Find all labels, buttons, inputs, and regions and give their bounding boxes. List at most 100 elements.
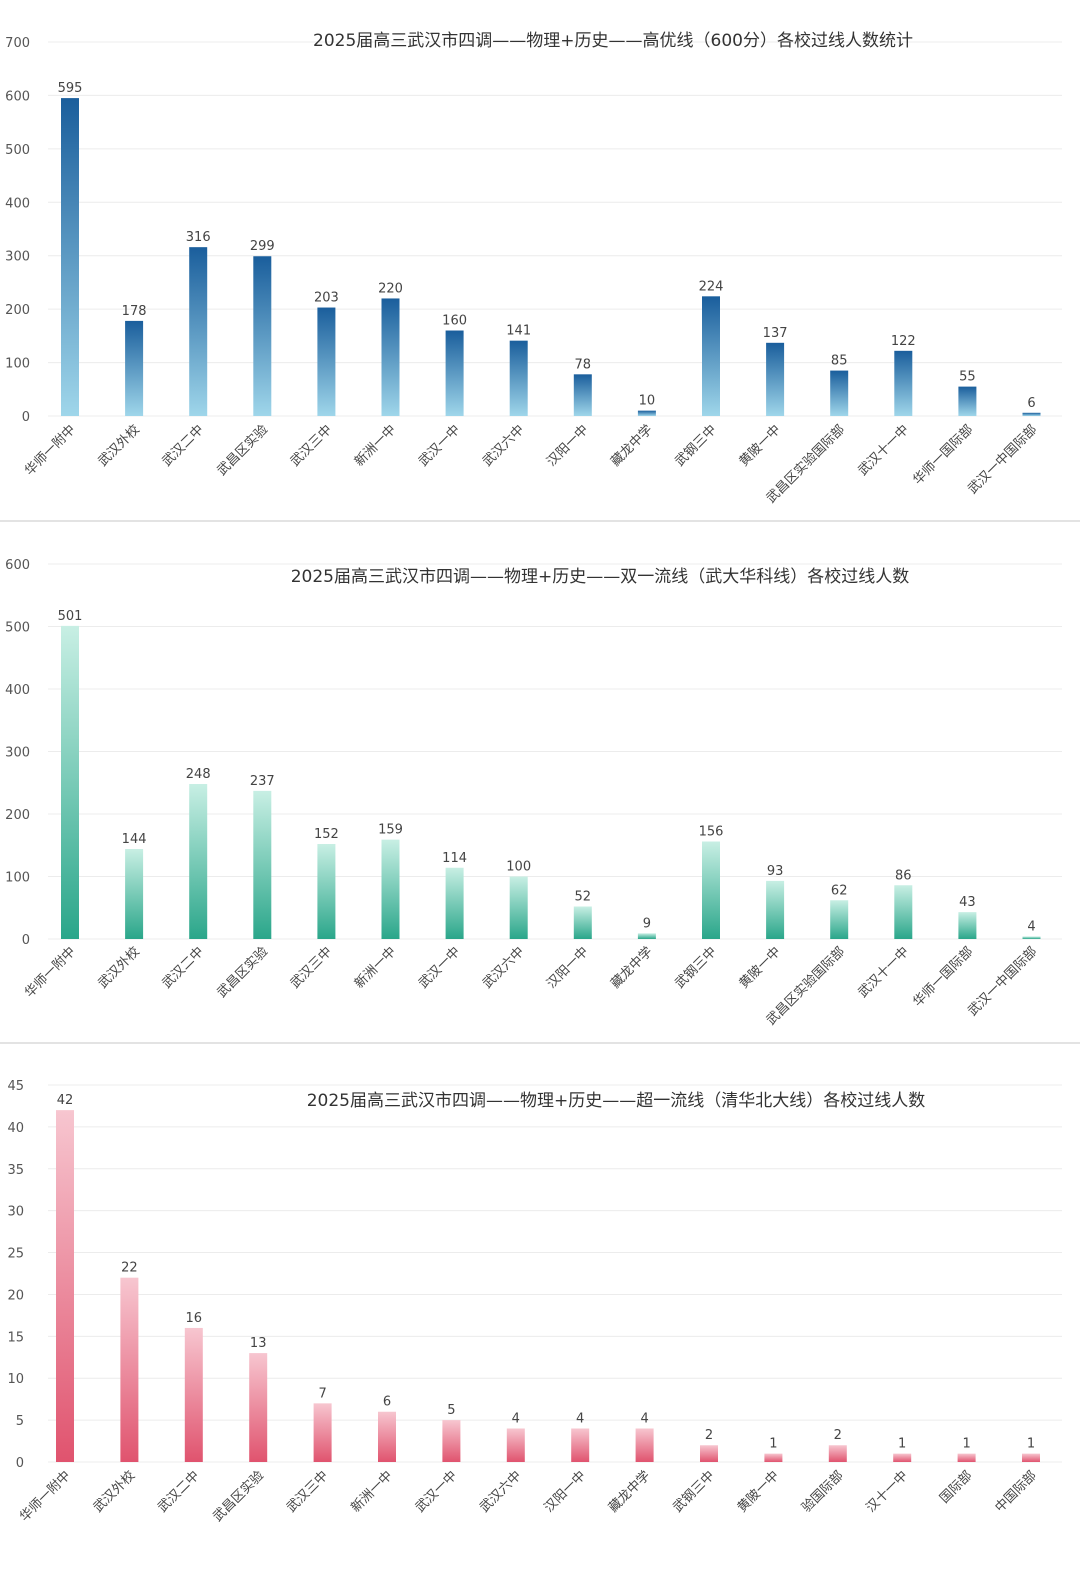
data-label: 85 [831,354,848,369]
bar [378,1411,396,1462]
x-tick-label: 华师一国际部 [910,944,976,1010]
x-tick-label: 武钢三中 [672,944,719,991]
bar [125,320,144,416]
chart-title: 2025届高三武汉市四调——物理+历史——双一流线（武大华科线）各校过线人数 [291,567,910,587]
x-tick-label: 华师一附中 [22,422,79,479]
bar [253,790,272,939]
data-label: 501 [58,609,83,624]
y-tick-label: 45 [7,1079,24,1094]
bar [509,876,528,939]
data-label: 42 [57,1093,74,1108]
bar [249,1353,268,1462]
data-label: 237 [250,774,275,789]
bar [894,350,913,416]
bar [120,1277,139,1462]
bar [573,374,592,416]
bar [700,1445,718,1462]
bar [958,386,977,416]
y-tick-label: 500 [5,621,30,636]
data-label: 160 [442,314,467,329]
x-tick-label: 汉阳一中 [542,1468,589,1515]
bar [317,307,336,416]
bar [125,849,144,939]
bar [573,906,592,939]
data-label: 86 [895,868,912,883]
data-label: 7 [318,1386,326,1401]
bar [893,1453,912,1462]
bar [445,330,464,416]
bar [830,370,849,416]
data-label: 299 [250,239,275,254]
data-label: 100 [506,860,531,875]
x-tick-label: 汉十一中 [864,1468,911,1515]
y-tick-label: 600 [5,89,30,104]
x-tick-label: 藏龙中学 [608,944,656,992]
data-label: 122 [891,334,916,349]
x-tick-label: 武汉六中 [480,422,527,469]
bar [506,1428,525,1462]
y-tick-label: 200 [5,303,30,318]
data-label: 22 [121,1261,138,1276]
data-label: 141 [506,324,531,339]
y-tick-label: 400 [5,683,30,698]
data-label: 316 [186,230,211,245]
y-tick-label: 15 [7,1330,24,1345]
y-tick-label: 40 [7,1121,24,1136]
y-tick-label: 100 [5,871,30,886]
data-label: 2 [834,1428,842,1443]
data-label: 137 [763,326,788,341]
y-tick-label: 200 [5,808,30,823]
x-tick-label: 黄陂一中 [736,944,784,992]
x-tick-label: 武昌区实验 [214,422,271,479]
x-tick-label: 武昌区实验 [210,1468,267,1525]
x-tick-label: 华师一附中 [22,944,79,1001]
y-tick-label: 20 [7,1288,24,1303]
x-tick-label: 武汉三中 [288,944,335,991]
x-tick-label: 武汉一中国际部 [965,422,1040,497]
x-tick-label: 中国际部 [992,1468,1039,1515]
bar [571,1428,590,1462]
bar [61,98,79,416]
y-tick-label: 0 [22,410,30,425]
y-tick-label: 600 [5,558,30,573]
x-tick-label: 武汉二中 [160,944,207,991]
bar [894,885,913,939]
data-label: 144 [122,832,147,847]
x-tick-label: 武汉外校 [95,422,143,470]
x-tick-label: 华师一国际部 [910,422,976,488]
chart-super: 0510152025303540452025届高三武汉市四调——物理+历史——超… [7,1079,1062,1525]
x-tick-label: 武昌区实验 [214,944,271,1001]
x-tick-label: 武汉二中 [155,1468,202,1515]
chart-panel-high: 0 100 200 300 400 500 600 700 2025届高三武汉市四调——物理+历… [0,0,1080,520]
x-tick-label: 武汉三中 [284,1468,331,1515]
data-label: 220 [378,281,403,296]
y-tick-label: 35 [7,1163,24,1178]
x-tick-label: 汉阳一中 [544,944,591,991]
x-tick-label: 华师一附中 [17,1468,74,1525]
data-label: 1 [769,1437,777,1452]
x-tick-label: 藏龙中学 [605,1468,653,1516]
chart-title: 2025届高三武汉市四调——物理+历史——高优线（600分）各校过线人数统计 [313,31,913,51]
data-label: 9 [643,916,651,931]
bar [56,1110,74,1462]
bar [313,1403,332,1462]
chart-panel-double: 0 100 200 300 400 500 600 2025届高三武汉市四调——物理+历史——… [0,522,1080,1042]
bar [1022,412,1041,416]
bar [637,410,656,416]
bar [637,933,656,939]
divider [0,520,1080,522]
y-tick-label: 700 [5,36,30,51]
x-tick-label: 武汉一中 [413,1468,460,1515]
x-tick-label: 藏龙中学 [608,422,656,470]
bar [764,1453,783,1462]
bar [1022,1453,1040,1462]
x-tick-label: 汉阳一中 [544,422,591,469]
x-tick-label: 武钢三中 [670,1468,717,1515]
bar [381,298,400,416]
data-label: 2 [705,1428,713,1443]
x-tick-label: 武汉一中国际部 [965,944,1040,1019]
bar [61,625,79,939]
x-tick-label: 黄陂一中 [736,422,784,470]
x-tick-label: 武汉十一中 [856,422,913,479]
data-label: 1 [962,1437,970,1452]
